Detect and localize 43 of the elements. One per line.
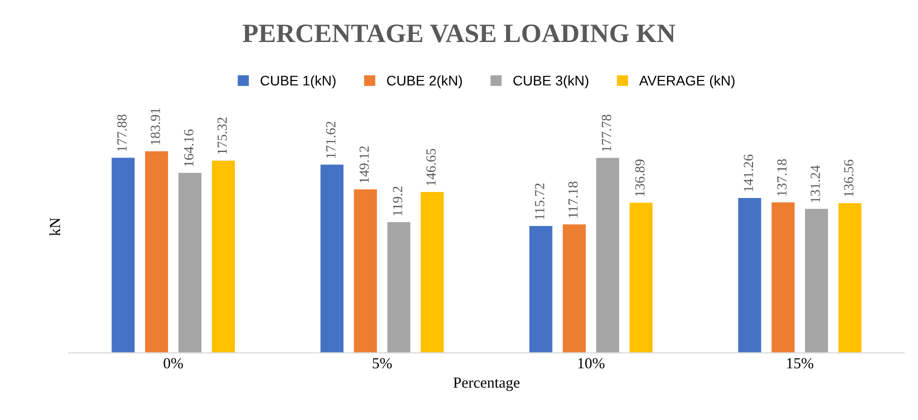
bar [320,164,344,353]
x-tick-label: 15% [787,358,814,368]
chart-title: PERCENTAGE VASE LOADING KN [242,24,676,42]
bar [354,189,377,353]
data-label: 119.2 [392,186,402,216]
bar [805,208,828,353]
data-label: 115.72 [534,183,544,220]
bar [838,203,862,353]
data-label: 136.89 [635,160,645,196]
x-tick-label: 10% [578,358,604,368]
data-label: 146.65 [426,148,436,186]
bar [112,158,135,353]
data-label: 117.18 [568,182,578,218]
x-tick-label: 5% [372,358,392,368]
data-label: 141.26 [744,154,754,192]
data-label: 175.32 [218,118,227,154]
data-label: 171.62 [326,122,336,158]
data-label: 177.88 [117,114,127,152]
bar [772,202,795,353]
bar [387,222,410,353]
bar [562,224,586,353]
bar [178,172,202,353]
x-axis-title: Percentage [453,378,520,391]
data-label: 131.24 [810,165,820,202]
bar [630,202,653,353]
bar [529,226,552,353]
data-label: 136.56 [844,160,854,196]
bar [212,160,235,353]
legend-label: AVERAGE (kN) [639,75,734,88]
data-label: 177.78 [602,114,612,152]
bar [596,158,620,353]
x-tick-label: 0% [164,358,183,368]
bar [420,192,444,353]
legend-label: CUBE 1(kN) [260,75,336,88]
legend-label: CUBE 2(kN) [387,75,462,88]
bar [145,151,168,353]
data-label: 164.16 [184,130,194,166]
legend-label: CUBE 3(kN) [513,75,588,88]
data-label: 149.12 [360,146,369,183]
data-label: 183.91 [150,108,160,144]
bar [738,198,762,353]
y-axis-title: kN [49,218,60,236]
data-label: 137.18 [777,159,787,196]
